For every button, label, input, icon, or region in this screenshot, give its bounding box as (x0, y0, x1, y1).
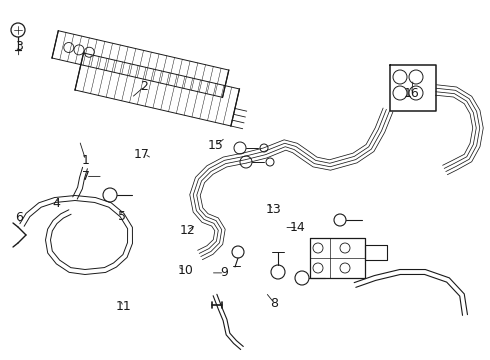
Text: 14: 14 (290, 221, 306, 234)
Text: 15: 15 (208, 139, 223, 152)
Text: 13: 13 (266, 203, 281, 216)
Text: 5: 5 (118, 210, 125, 222)
Text: 2: 2 (141, 80, 148, 93)
Text: 16: 16 (404, 87, 419, 100)
Text: 12: 12 (179, 224, 195, 237)
Text: 1: 1 (82, 154, 90, 167)
Text: 9: 9 (220, 266, 228, 279)
Text: 4: 4 (52, 197, 60, 210)
Text: 3: 3 (15, 40, 23, 53)
Text: 17: 17 (133, 148, 149, 161)
Text: 6: 6 (15, 211, 23, 224)
Text: 10: 10 (177, 264, 193, 277)
Text: 11: 11 (116, 300, 131, 313)
Text: 7: 7 (82, 170, 90, 183)
Text: 8: 8 (270, 297, 278, 310)
